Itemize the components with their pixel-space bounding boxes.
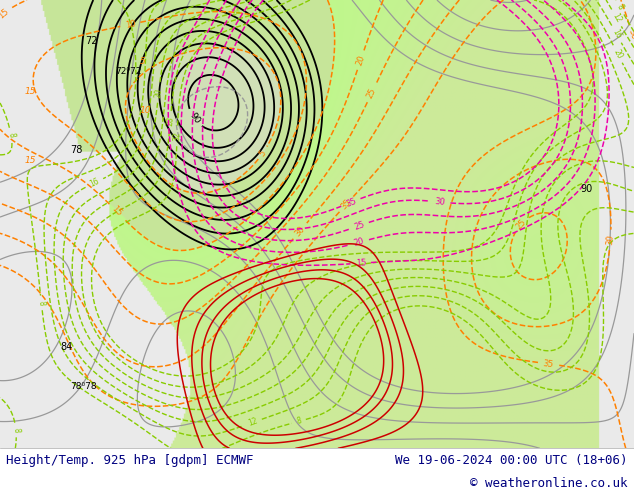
Text: 15: 15 [110,204,124,219]
Text: 15: 15 [0,7,11,20]
Text: 90: 90 [580,184,592,194]
Text: 25: 25 [365,86,378,99]
Text: 35: 35 [542,359,554,369]
Text: Height/Temp. 925 hPa [gdpm] ECMWF: Height/Temp. 925 hPa [gdpm] ECMWF [6,454,254,467]
Text: 20: 20 [612,48,624,60]
Text: 90: 90 [187,111,202,126]
Text: We 19-06-2024 00:00 UTC (18+06): We 19-06-2024 00:00 UTC (18+06) [395,454,628,467]
Text: 10: 10 [124,19,136,30]
Text: 5: 5 [140,57,146,66]
Text: 35: 35 [339,197,353,211]
Text: 8: 8 [37,300,46,306]
Text: 28: 28 [165,116,175,126]
Text: 8: 8 [6,132,16,138]
Text: 16: 16 [88,177,101,189]
Text: 16: 16 [611,28,623,41]
Text: 32: 32 [172,131,182,142]
Text: 84: 84 [60,342,72,352]
Text: 20: 20 [355,54,366,67]
Text: 30: 30 [626,28,634,41]
Text: © weatheronline.co.uk: © weatheronline.co.uk [470,477,628,490]
Text: 15: 15 [25,87,37,96]
Text: 12: 12 [611,12,623,24]
Text: 30: 30 [293,224,307,238]
Text: 72: 72 [85,36,98,47]
Text: 30: 30 [605,234,615,245]
Text: 8: 8 [11,427,20,433]
Text: 15: 15 [25,156,37,165]
Text: 12: 12 [247,416,259,428]
Text: 30: 30 [434,197,446,207]
Text: 25: 25 [514,217,528,231]
Text: 20: 20 [153,88,164,98]
Text: 78: 78 [70,145,82,155]
Text: 5: 5 [257,148,268,158]
Text: 8: 8 [614,2,624,11]
Text: 35: 35 [344,196,358,209]
Text: 25: 25 [353,220,366,232]
Text: 78⁰78: 78⁰78 [70,382,96,391]
Text: 10: 10 [140,106,152,115]
Text: 24: 24 [231,6,242,18]
Text: 20: 20 [353,237,365,248]
Text: 72⁰72: 72⁰72 [115,67,141,76]
Text: 15: 15 [355,258,366,268]
Text: 8: 8 [295,416,302,426]
